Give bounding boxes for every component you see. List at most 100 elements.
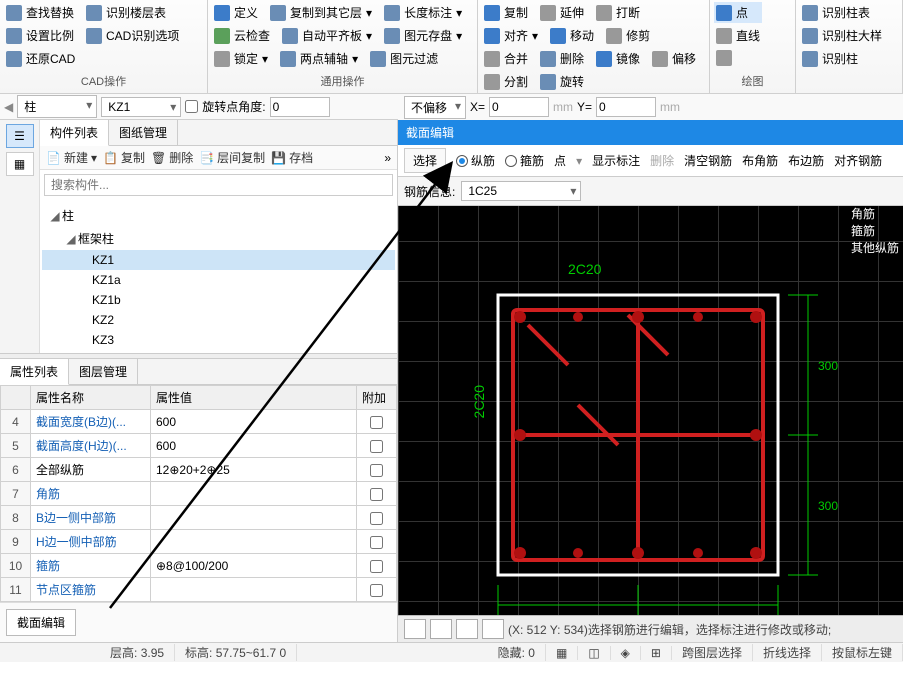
- define-button[interactable]: 定义: [212, 2, 260, 23]
- align-button[interactable]: 对齐▾: [482, 25, 540, 46]
- type-dropdown[interactable]: 柱: [17, 95, 97, 118]
- label: 偏移: [672, 50, 696, 67]
- member-dropdown[interactable]: KZ1: [101, 97, 181, 117]
- status-icon[interactable]: ◈: [611, 646, 641, 660]
- showlabel-label[interactable]: 显示标注: [592, 152, 640, 169]
- tab-member-list[interactable]: 构件列表: [40, 120, 109, 146]
- select-button[interactable]: 选择: [404, 148, 446, 173]
- svg-text:300: 300: [818, 499, 838, 513]
- snap-icon[interactable]: [482, 619, 504, 639]
- status-icon[interactable]: ▦: [546, 646, 578, 660]
- arrange-edge-link[interactable]: 布边筋: [788, 152, 824, 169]
- back-icon[interactable]: ◀: [4, 100, 13, 114]
- table-row[interactable]: 10箍筋⊕8@100/200: [1, 554, 397, 578]
- tree-group[interactable]: ◢框架柱: [42, 227, 395, 250]
- tab-drawing-mgmt[interactable]: 图纸管理: [109, 120, 178, 145]
- label: 设置比例: [26, 27, 74, 44]
- copy-other-layer-button[interactable]: 复制到其它层▾: [268, 2, 374, 23]
- length-dim-button[interactable]: 长度标注▾: [382, 2, 464, 23]
- delete-link[interactable]: 删除: [650, 152, 674, 169]
- tab-layer-mgmt[interactable]: 图层管理: [69, 359, 138, 384]
- save-button[interactable]: 💾存档: [271, 149, 313, 166]
- arrange-corner-link[interactable]: 布角筋: [742, 152, 778, 169]
- snap-icon[interactable]: [430, 619, 452, 639]
- table-row[interactable]: 4截面宽度(B边)(...600: [1, 410, 397, 434]
- label: 分割: [504, 73, 528, 90]
- point-label[interactable]: 点: [554, 152, 566, 169]
- copy-button[interactable]: 📋复制: [103, 149, 145, 166]
- break-button[interactable]: 打断: [594, 2, 642, 23]
- group-label: 通用操作: [212, 71, 473, 91]
- align-rebar-link[interactable]: 对齐钢筋: [834, 152, 882, 169]
- x-input[interactable]: [489, 97, 549, 117]
- cross-select[interactable]: 跨图层选择: [672, 644, 753, 661]
- table-row[interactable]: 7角筋: [1, 482, 397, 506]
- poly-select[interactable]: 折线选择: [753, 644, 822, 661]
- point-button[interactable]: 点: [714, 2, 762, 23]
- tool-layer-icon[interactable]: ▦: [6, 152, 34, 176]
- more-button[interactable]: [714, 48, 762, 68]
- status-icon[interactable]: ◫: [578, 646, 610, 660]
- longi-radio[interactable]: 纵筋: [456, 152, 495, 169]
- clear-link[interactable]: 清空钢筋: [684, 152, 732, 169]
- new-button[interactable]: 📄新建▾: [46, 149, 97, 166]
- search-input[interactable]: [44, 174, 393, 196]
- tree-item[interactable]: KZ2: [42, 310, 395, 330]
- ident-col-big-button[interactable]: 识别柱大样: [800, 25, 884, 46]
- rot-input[interactable]: [270, 97, 330, 117]
- move-button[interactable]: 移动: [548, 25, 596, 46]
- cloud-check-button[interactable]: 云检查: [212, 25, 272, 46]
- snap-icon[interactable]: [404, 619, 426, 639]
- rebar-info-dropdown[interactable]: 1C25: [461, 181, 581, 201]
- rotate-button[interactable]: 旋转: [538, 71, 586, 92]
- tree-item[interactable]: KZ1a: [42, 270, 395, 290]
- offset-button[interactable]: 偏移: [650, 48, 698, 69]
- del-button[interactable]: 🗑删除: [151, 149, 193, 166]
- auto-flush-button[interactable]: 自动平齐板▾: [280, 25, 374, 46]
- table-row[interactable]: 8B边一侧中部筋: [1, 506, 397, 530]
- cad-option-button[interactable]: CAD识别选项: [84, 25, 181, 46]
- status-icon[interactable]: ⊞: [641, 646, 672, 660]
- split-button[interactable]: 分割: [482, 71, 530, 92]
- lock-button[interactable]: 锁定▾: [212, 48, 270, 69]
- table-row[interactable]: 5截面高度(H边)(...600: [1, 434, 397, 458]
- table-row[interactable]: 9H边一侧中部筋: [1, 530, 397, 554]
- more-icon[interactable]: »: [384, 151, 391, 165]
- tree-root[interactable]: ◢柱: [42, 204, 395, 227]
- delete-button[interactable]: 删除: [538, 48, 586, 69]
- offset-dropdown[interactable]: 不偏移: [404, 96, 466, 119]
- tree-item[interactable]: KZ1b: [42, 290, 395, 310]
- label: 图元存盘: [404, 27, 452, 44]
- group-label: CAD操作: [4, 71, 203, 91]
- mirror-button[interactable]: 镜像: [594, 48, 642, 69]
- y-input[interactable]: [596, 97, 656, 117]
- label: CAD识别选项: [106, 27, 179, 44]
- table-row[interactable]: 11节点区箍筋: [1, 578, 397, 602]
- extend-button[interactable]: 延伸: [538, 2, 586, 23]
- two-point-axis-button[interactable]: 两点辅轴▾: [278, 48, 360, 69]
- set-scale-button[interactable]: 设置比例: [4, 25, 76, 46]
- snap-icon[interactable]: [456, 619, 478, 639]
- elem-save-button[interactable]: 图元存盘▾: [382, 25, 464, 46]
- restore-cad-button[interactable]: 还原CAD: [4, 48, 77, 69]
- line-button[interactable]: 直线: [714, 25, 762, 46]
- section-edit-button[interactable]: 截面编辑: [6, 609, 76, 636]
- ident-col-table-button[interactable]: 识别柱表: [800, 2, 884, 23]
- ident-floor-button[interactable]: 识别楼层表: [84, 2, 168, 23]
- layercopy-button[interactable]: 📑层间复制: [199, 149, 265, 166]
- merge-button[interactable]: 合并: [482, 48, 530, 69]
- canvas[interactable]: 角筋 箍筋 其他纵筋: [398, 205, 903, 642]
- copy-button[interactable]: 复制: [482, 2, 530, 23]
- find-replace-button[interactable]: 查找替换: [4, 2, 76, 23]
- elem-filter-button[interactable]: 图元过滤: [368, 48, 440, 69]
- tree-item[interactable]: KZ1: [42, 250, 395, 270]
- stirrup-radio[interactable]: 箍筋: [505, 152, 544, 169]
- tool-list-icon[interactable]: ☰: [6, 124, 34, 148]
- ident-col-button[interactable]: 识别柱: [800, 48, 884, 69]
- label: 自动平齐板: [302, 27, 362, 44]
- trim-button[interactable]: 修剪: [604, 25, 652, 46]
- tab-prop-list[interactable]: 属性列表: [0, 359, 69, 385]
- tree-item[interactable]: KZ3: [42, 330, 395, 350]
- table-row[interactable]: 6全部纵筋12⊕20+2⊕25: [1, 458, 397, 482]
- rot-checkbox[interactable]: [185, 100, 198, 113]
